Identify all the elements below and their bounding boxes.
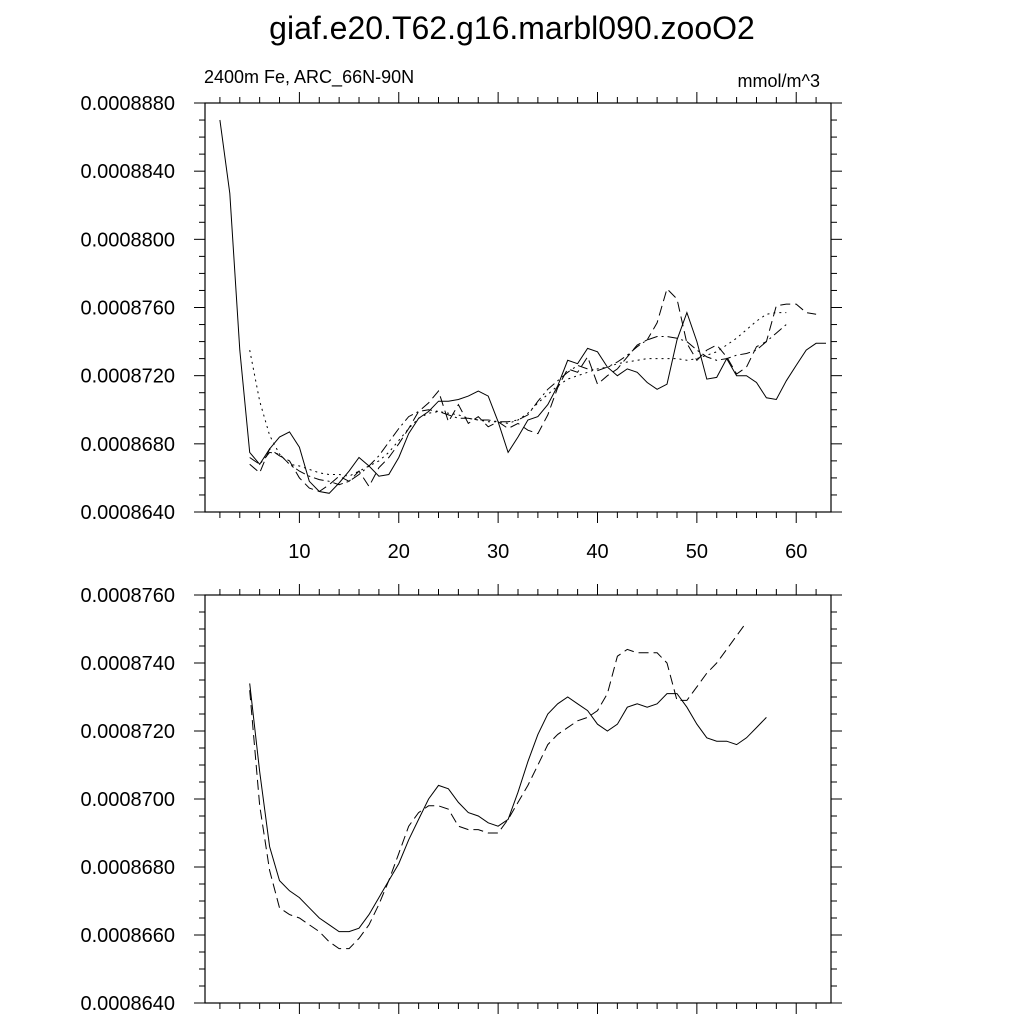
y-tick-label: 0.0008760 <box>80 585 175 607</box>
y-tick-label: 0.0008660 <box>80 925 175 947</box>
bottom-panel-ticks <box>194 584 842 1014</box>
series-line-dashdot <box>249 324 787 486</box>
x-tick-label: 60 <box>785 541 807 563</box>
x-tick-label: 40 <box>586 541 608 563</box>
bottom-panel-series <box>249 621 767 950</box>
top-panel-tick-labels: 0.0008640 0.0008680 0.0008720 0.0008760 0.00… <box>80 93 807 563</box>
y-tick-label: 0.0008720 <box>80 721 175 743</box>
y-tick-label: 0.0008800 <box>80 229 175 251</box>
series-line-dotted <box>249 312 787 477</box>
bottom-panel-tick-labels: 0.0008640 0.0008660 0.0008680 0.0008700 0.00… <box>80 585 175 1015</box>
y-tick-label: 0.0008740 <box>80 653 175 675</box>
x-tick-label: 50 <box>686 541 708 563</box>
y-tick-label: 0.0008760 <box>80 298 175 320</box>
top-panel: 2400m Fe, ARC_66N-90N mmol/m^3 0.0008640… <box>80 67 842 563</box>
y-tick-label: 0.0008720 <box>80 366 175 388</box>
y-tick-label: 0.0008680 <box>80 434 175 456</box>
series-line-solid <box>219 119 826 494</box>
bottom-panel: 0.0008640 0.0008660 0.0008680 0.0008700 0.00… <box>80 584 842 1015</box>
series-line-solid <box>249 683 767 933</box>
x-tick-label: 30 <box>487 541 509 563</box>
x-tick-label: 20 <box>388 541 410 563</box>
top-panel-frame <box>204 102 832 513</box>
chart-title: giaf.e20.T62.g16.marbl090.zooO2 <box>269 10 755 46</box>
top-panel-left-label: 2400m Fe, ARC_66N-90N <box>204 67 414 88</box>
y-tick-label: 0.0008700 <box>80 789 175 811</box>
bottom-panel-frame <box>204 594 832 1004</box>
y-tick-label: 0.0008840 <box>80 161 175 183</box>
series-line-dashed <box>249 287 817 493</box>
y-tick-label: 0.0008680 <box>80 857 175 879</box>
y-tick-label: 0.0008640 <box>80 502 175 524</box>
top-panel-unit-label: mmol/m^3 <box>738 71 820 91</box>
y-tick-label: 0.0008640 <box>80 993 175 1015</box>
top-panel-ticks <box>194 92 842 523</box>
y-tick-label: 0.0008880 <box>80 93 175 115</box>
top-panel-series <box>219 119 826 494</box>
series-line-dashed <box>249 621 747 950</box>
x-tick-label: 10 <box>288 541 310 563</box>
